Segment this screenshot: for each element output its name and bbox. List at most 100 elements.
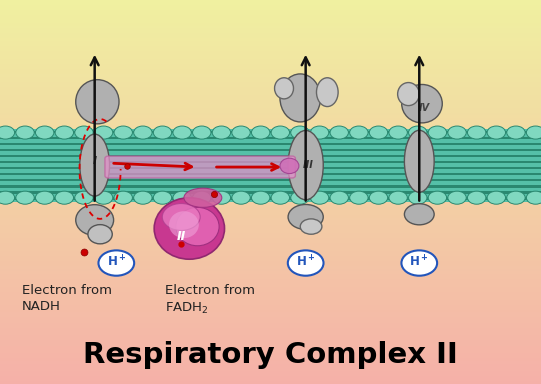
Ellipse shape (288, 205, 323, 230)
Bar (0, 33, 541, 36)
Bar (0, 238, 541, 241)
Bar (0, 128, 541, 131)
Bar (0, 315, 541, 318)
Circle shape (507, 126, 525, 139)
Text: Electron from
NADH: Electron from NADH (22, 284, 111, 313)
Text: III: III (303, 160, 314, 170)
Bar (0, 95, 541, 97)
Bar (0, 348, 541, 351)
Bar (0, 155, 541, 157)
Bar (0, 374, 541, 376)
Circle shape (389, 126, 407, 139)
Bar (0, 97, 541, 100)
Bar (0, 10, 541, 13)
Bar (0, 310, 541, 312)
Bar (0, 120, 541, 123)
Bar (0, 253, 541, 256)
Ellipse shape (274, 78, 293, 99)
Bar (0, 320, 541, 323)
Circle shape (389, 191, 407, 204)
Bar (0, 328, 541, 330)
Text: $\mathbf{H^+}$: $\mathbf{H^+}$ (296, 254, 315, 270)
Circle shape (252, 126, 270, 139)
FancyBboxPatch shape (105, 156, 295, 178)
Bar (0, 146, 541, 149)
Bar (0, 23, 541, 26)
Circle shape (212, 191, 230, 204)
Bar (0, 235, 541, 238)
Bar (0, 210, 541, 212)
Text: $\mathbf{H^+}$: $\mathbf{H^+}$ (410, 254, 429, 270)
Bar (0, 191, 541, 194)
Bar (0, 172, 541, 174)
Bar (0, 287, 541, 289)
Bar (0, 179, 541, 182)
Circle shape (507, 191, 525, 204)
Bar (0, 271, 541, 274)
Circle shape (55, 191, 74, 204)
Bar (0, 154, 541, 156)
Bar (0, 302, 541, 305)
Circle shape (114, 191, 133, 204)
Circle shape (370, 126, 388, 139)
Circle shape (467, 126, 486, 139)
Circle shape (311, 191, 329, 204)
Circle shape (114, 126, 133, 139)
Bar (0, 212, 541, 215)
Circle shape (0, 126, 15, 139)
Bar (0, 18, 541, 20)
Bar (0, 295, 541, 297)
Bar (0, 279, 541, 281)
Circle shape (232, 126, 250, 139)
Bar (0, 156, 541, 159)
Bar (0, 131, 541, 133)
Bar (0, 108, 541, 110)
Bar (0, 187, 541, 189)
Circle shape (408, 126, 427, 139)
Circle shape (291, 126, 309, 139)
Circle shape (55, 126, 74, 139)
Bar (0, 41, 541, 43)
Bar (0, 300, 541, 302)
Bar (0, 38, 541, 41)
Bar (0, 358, 541, 361)
Bar (0, 56, 541, 59)
Bar (0, 323, 541, 325)
Bar (0, 118, 541, 120)
Circle shape (487, 126, 505, 139)
Bar (0, 289, 541, 292)
Bar (0, 284, 541, 287)
Circle shape (36, 126, 54, 139)
Bar (0, 8, 541, 10)
Circle shape (212, 126, 230, 139)
Bar (0, 341, 541, 343)
Circle shape (330, 126, 348, 139)
Bar (0, 251, 541, 253)
Bar (0, 151, 541, 154)
Bar (0, 46, 541, 49)
Bar (0, 82, 541, 84)
Circle shape (526, 126, 541, 139)
Circle shape (94, 191, 113, 204)
Bar (0, 161, 541, 164)
Bar (0, 215, 541, 218)
Bar (0, 72, 541, 74)
Circle shape (467, 191, 486, 204)
Bar (0, 364, 541, 366)
Bar (0, 166, 541, 169)
Circle shape (487, 191, 505, 204)
Bar (0, 137, 541, 139)
Bar (0, 15, 541, 18)
Bar (0, 92, 541, 95)
Bar (0, 258, 541, 261)
Bar (0, 307, 541, 310)
Bar (0, 69, 541, 72)
Bar (0, 351, 541, 353)
Ellipse shape (280, 74, 320, 122)
Bar (0, 105, 541, 108)
Circle shape (311, 126, 329, 139)
Bar (0, 218, 541, 220)
Bar (0, 149, 541, 151)
Bar (0, 248, 541, 251)
Bar (0, 54, 541, 56)
